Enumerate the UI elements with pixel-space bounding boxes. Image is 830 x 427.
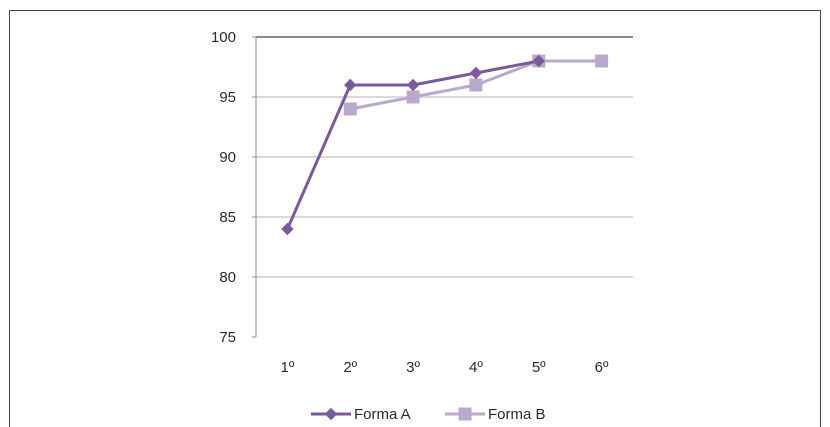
legend-item-forma-b: Forma B <box>445 406 546 423</box>
series-forma-b <box>343 54 609 116</box>
legend-swatch-marker <box>324 407 338 421</box>
x-tick-label: 2º <box>343 359 357 376</box>
y-tick-label: 85 <box>219 209 236 226</box>
data-point <box>406 90 420 104</box>
data-point <box>344 78 357 92</box>
x-tick-label: 1º <box>281 359 295 376</box>
x-tick-label: 3º <box>406 359 420 376</box>
data-point <box>595 54 609 68</box>
x-tick-label: 4º <box>469 359 483 376</box>
y-tick-label: 100 <box>211 29 236 46</box>
legend-swatch-marker <box>458 407 472 421</box>
legend-item-forma-a: Forma A <box>311 406 411 423</box>
y-tick-label: 95 <box>219 89 236 106</box>
y-tick-label: 80 <box>219 269 236 286</box>
y-tick-label: 90 <box>219 149 236 166</box>
data-point <box>469 66 483 80</box>
legend-label: Forma B <box>488 406 546 423</box>
series-layer <box>281 54 609 236</box>
x-tick-label: 5º <box>532 359 546 376</box>
x-tick-label: 6º <box>595 359 609 376</box>
data-point <box>343 102 357 116</box>
data-point <box>469 78 483 92</box>
data-point <box>281 222 294 236</box>
chart-frame <box>9 10 821 427</box>
y-tick-label: 75 <box>219 329 236 346</box>
axis-layer: 75 80 85 90 95 100 1º 2º 3º 4º 5º 6º <box>211 29 609 376</box>
legend-label: Forma A <box>354 406 411 423</box>
grid-layer <box>256 36 633 278</box>
data-point <box>406 78 420 92</box>
series-forma-a <box>281 54 545 236</box>
legend: Forma A Forma B <box>311 406 546 423</box>
data-point <box>532 54 545 68</box>
